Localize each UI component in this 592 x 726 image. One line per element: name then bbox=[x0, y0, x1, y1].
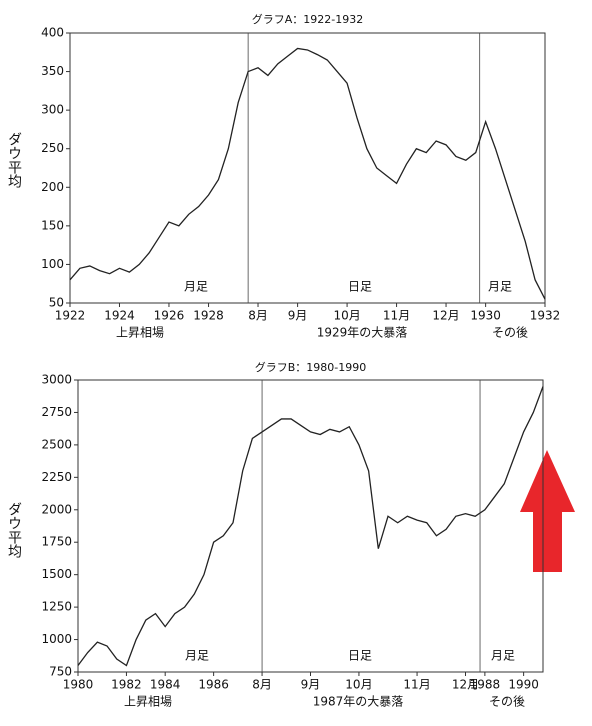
x-tick-label: 8月 bbox=[252, 678, 272, 692]
y-tick-label: 400 bbox=[41, 26, 64, 40]
y-axis-label: ダウ平均 bbox=[6, 132, 22, 188]
y-tick-label: 150 bbox=[41, 218, 64, 232]
x-tick-label: 1930 bbox=[470, 309, 501, 323]
y-tick-label: 300 bbox=[41, 103, 64, 117]
plot-frame bbox=[77, 379, 544, 673]
y-tick-label: 1000 bbox=[41, 632, 72, 646]
plot-frame bbox=[69, 32, 546, 304]
segment-label: 月足 bbox=[184, 280, 208, 294]
x-tick-label: 1984 bbox=[150, 678, 181, 692]
x-tick-label: 1982 bbox=[111, 678, 142, 692]
y-tick-label: 1500 bbox=[41, 567, 72, 581]
y-tick-label: 100 bbox=[41, 257, 64, 271]
segment-label: 月足 bbox=[488, 280, 512, 294]
x-tick-label: 1980 bbox=[63, 678, 94, 692]
chart-title: グラフA：1922-1932 bbox=[252, 12, 363, 26]
period-label: 1987年の大暴落 bbox=[313, 695, 404, 709]
period-label: その後 bbox=[492, 326, 528, 340]
x-tick-label: 1990 bbox=[508, 678, 539, 692]
x-tick-label: 1926 bbox=[154, 309, 185, 323]
x-tick-label: 1986 bbox=[198, 678, 229, 692]
segment-label: 日足 bbox=[348, 280, 372, 294]
x-tick-label: 12月 bbox=[452, 678, 479, 692]
y-tick-label: 350 bbox=[41, 64, 64, 78]
y-tick-label: 200 bbox=[41, 180, 64, 194]
price-line bbox=[77, 386, 544, 667]
x-tick-label: 9月 bbox=[301, 678, 321, 692]
y-tick-label: 750 bbox=[49, 665, 72, 679]
period-label: その後 bbox=[489, 695, 525, 709]
price-line bbox=[69, 47, 546, 300]
y-axis-label: ダウ平均 bbox=[6, 502, 22, 558]
y-tick-label: 2750 bbox=[41, 405, 72, 419]
y-tick-label: 1250 bbox=[41, 600, 72, 614]
x-tick-label: 1988 bbox=[470, 678, 501, 692]
x-tick-label: 10月 bbox=[345, 678, 372, 692]
x-tick-label: 11月 bbox=[403, 678, 430, 692]
red-arrow bbox=[520, 450, 575, 572]
segment-label: 月足 bbox=[185, 649, 209, 663]
x-tick-label: 8月 bbox=[248, 309, 268, 323]
x-tick-label: 1928 bbox=[193, 309, 224, 323]
y-tick-label: 2000 bbox=[41, 502, 72, 516]
x-tick-label: 12月 bbox=[432, 309, 459, 323]
period-label: 上昇相場 bbox=[124, 695, 172, 709]
x-tick-label: 1922 bbox=[55, 309, 86, 323]
x-tick-label: 1924 bbox=[104, 309, 135, 323]
y-tick-label: 2500 bbox=[41, 437, 72, 451]
x-tick-label: 1932 bbox=[530, 309, 561, 323]
period-label: 上昇相場 bbox=[116, 326, 164, 340]
segment-label: 月足 bbox=[491, 649, 515, 663]
segment-label: 日足 bbox=[348, 649, 372, 663]
y-tick-label: 1750 bbox=[41, 535, 72, 549]
period-label: 1929年の大暴落 bbox=[317, 326, 408, 340]
y-tick-label: 250 bbox=[41, 141, 64, 155]
x-tick-label: 11月 bbox=[383, 309, 410, 323]
y-tick-label: 3000 bbox=[41, 373, 72, 387]
x-tick-label: 9月 bbox=[288, 309, 308, 323]
chart-title: グラフB：1980-1990 bbox=[255, 360, 367, 374]
y-tick-label: 2250 bbox=[41, 470, 72, 484]
x-tick-label: 10月 bbox=[333, 309, 360, 323]
y-tick-label: 50 bbox=[49, 296, 64, 310]
